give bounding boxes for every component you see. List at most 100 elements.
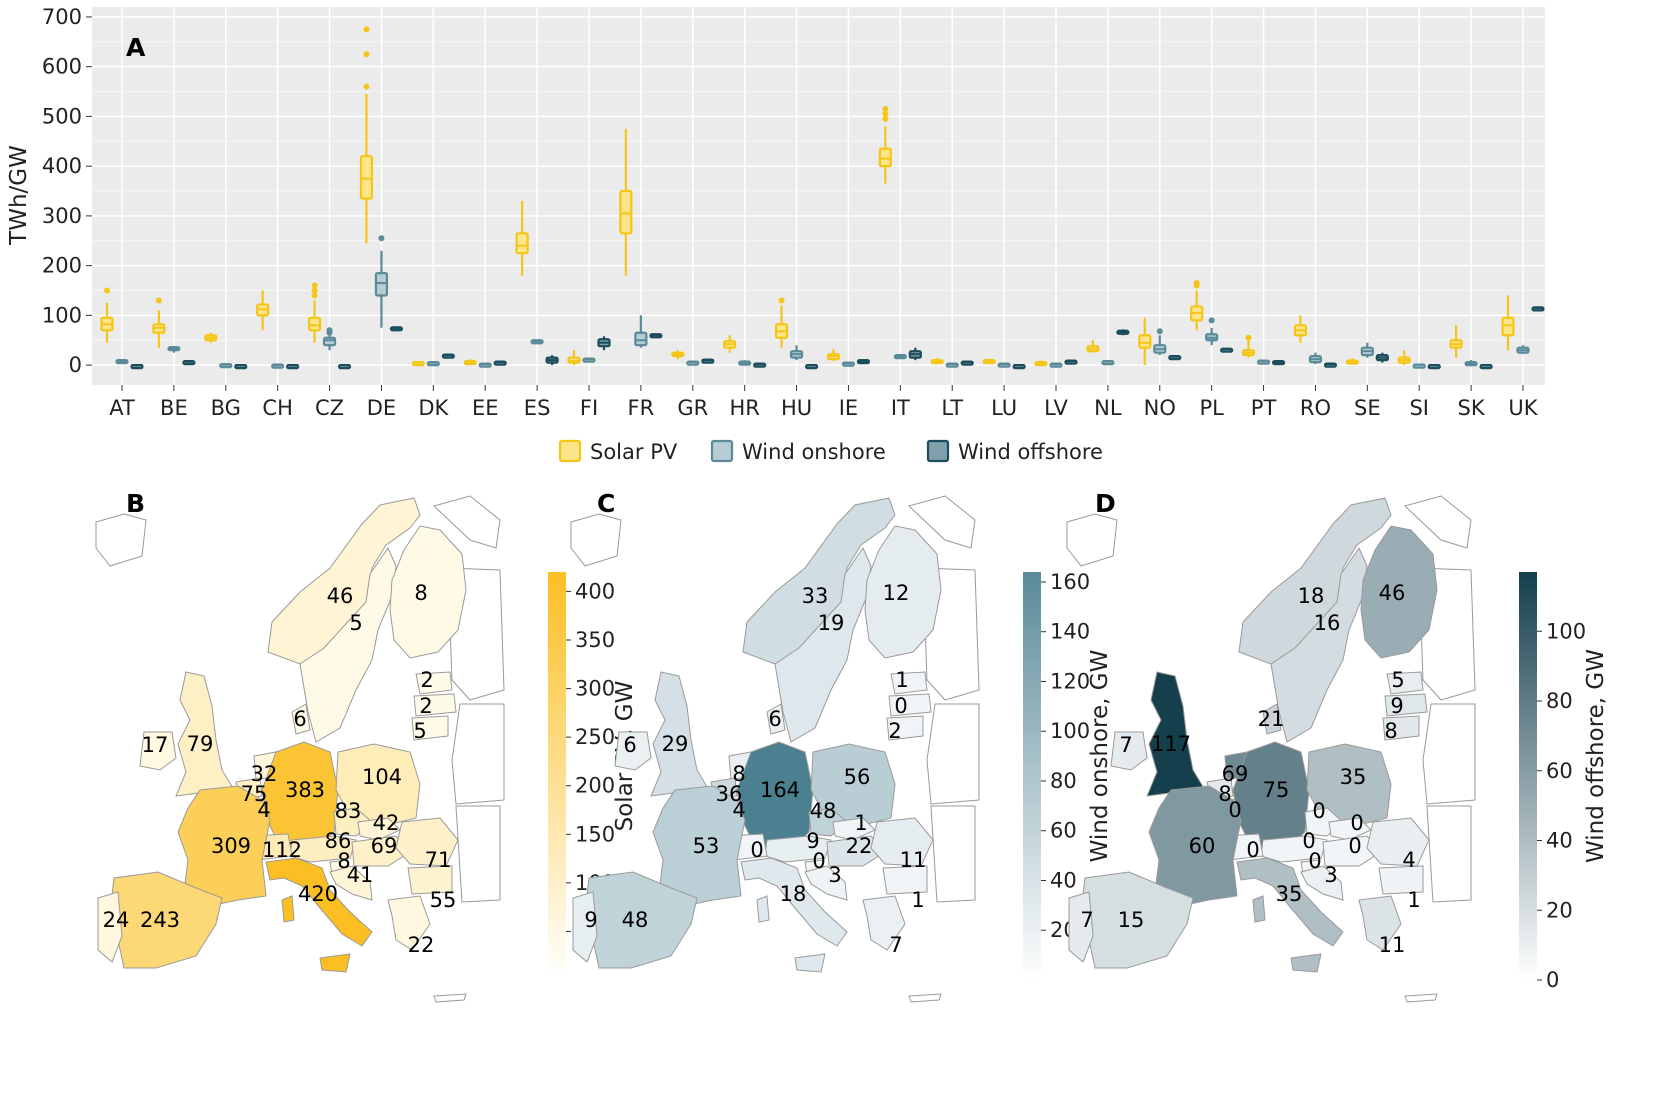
legend-swatch — [710, 439, 734, 463]
map-value-label: 18 — [780, 882, 807, 906]
country-hr — [1300, 865, 1344, 901]
panel-label-c: C — [597, 489, 615, 518]
map-value-label: 41 — [347, 863, 374, 887]
panel-label-b: B — [126, 489, 145, 518]
box-wind-onshore — [893, 354, 907, 360]
box-wind-offshore — [130, 364, 144, 370]
map-value-label: 9 — [1390, 694, 1403, 718]
colorbar-tick-label: 150 — [575, 822, 615, 846]
map-landmass — [1252, 895, 1266, 923]
box-wind-onshore — [1412, 363, 1426, 369]
map-value-label: 15 — [1118, 908, 1145, 932]
map-value-label: 11 — [1379, 933, 1406, 957]
map-value-label: 48 — [622, 908, 649, 932]
country-pt — [97, 891, 123, 963]
colorbar-tick-label: 160 — [1050, 570, 1090, 594]
x-tick-label: IE — [839, 396, 858, 420]
map-landmass — [908, 993, 942, 1003]
outlier-point — [1208, 317, 1215, 324]
country-fr — [1148, 785, 1242, 907]
country-pt — [1068, 891, 1094, 963]
box-solar-pv — [1190, 280, 1204, 331]
box-wind-offshore — [493, 360, 507, 366]
y-tick-label: 500 — [42, 104, 82, 128]
box-wind-offshore — [856, 359, 871, 365]
map-value-label: 0 — [750, 838, 763, 862]
map-landmass — [1066, 513, 1118, 567]
map-value-label: 24 — [103, 908, 130, 932]
outlier-point — [363, 51, 370, 58]
box-solar-pv — [619, 128, 633, 276]
box-wind-offshore — [1271, 360, 1286, 366]
map-landmass — [433, 495, 501, 549]
map-value-label: 56 — [844, 765, 871, 789]
box-solar-pv — [463, 359, 477, 366]
legend-label: Wind onshore — [742, 440, 886, 464]
box-wind-onshore — [997, 362, 1011, 368]
outlier-point — [882, 110, 889, 117]
colorbar-tick-label: 250 — [575, 725, 615, 749]
outlier-point — [882, 115, 889, 122]
map-value-label: 117 — [1151, 732, 1191, 756]
map-value-label: 42 — [373, 811, 400, 835]
outlier-point — [1193, 280, 1200, 287]
country-sk — [357, 817, 401, 841]
map-value-label: 71 — [425, 848, 452, 872]
country-lv — [1384, 693, 1428, 717]
y-tick-label: 400 — [42, 154, 82, 178]
box-wind-onshore — [789, 345, 804, 361]
box-wind-offshore — [1323, 362, 1338, 368]
box-solar-pv — [1086, 340, 1100, 353]
box-wind-onshore — [738, 360, 752, 366]
box-wind-onshore — [1308, 352, 1323, 365]
map-landmass — [451, 703, 505, 805]
map-value-label: 11 — [900, 848, 927, 872]
map-value-label: 22 — [408, 933, 435, 957]
y-tick-label: 300 — [42, 204, 82, 228]
country-ee — [890, 671, 928, 695]
box-solar-pv — [359, 26, 374, 244]
box-solar-pv — [1501, 295, 1515, 351]
plot-background — [92, 7, 1545, 385]
box-solar-pv — [152, 297, 166, 348]
box-solar-pv — [307, 282, 322, 343]
map-value-label: 3 — [1324, 863, 1337, 887]
box-wind-onshore — [530, 339, 544, 345]
box-wind-onshore — [167, 346, 181, 353]
x-tick-label: UK — [1508, 396, 1538, 420]
map-value-label: 7 — [1080, 908, 1093, 932]
map-landmass — [319, 953, 351, 973]
x-tick-label: GR — [677, 396, 708, 420]
country-dk — [291, 703, 311, 735]
country-fr — [652, 785, 746, 907]
box-wind-offshore — [1168, 355, 1182, 361]
box-wind-offshore — [649, 333, 663, 339]
map-value-label: 18 — [1298, 584, 1325, 608]
map-landmass — [756, 895, 770, 923]
box-solar-pv — [826, 349, 841, 362]
map-value-label: 55 — [430, 888, 457, 912]
x-tick-label: DK — [418, 396, 449, 420]
box-solar-pv — [878, 105, 892, 184]
map-landmass — [455, 805, 501, 903]
country-lt — [1382, 715, 1420, 741]
map-value-label: 309 — [211, 834, 251, 858]
country-gr — [387, 895, 431, 951]
colorbar-tick-label: 100 — [1050, 719, 1090, 743]
box-wind-onshore — [841, 361, 856, 367]
box-solar-pv — [100, 287, 114, 343]
x-tick-label: HU — [781, 396, 812, 420]
box-wind-offshore — [1220, 347, 1234, 353]
map-value-label: 0 — [1348, 834, 1361, 858]
map-landmass — [926, 703, 980, 805]
country-bg — [882, 865, 928, 895]
x-tick-label: DE — [367, 396, 396, 420]
map-value-label: 3 — [828, 863, 841, 887]
box-solar-pv — [567, 350, 581, 366]
country-lv — [888, 693, 932, 717]
map-value-label: 8 — [732, 762, 745, 786]
x-tick-label: LU — [991, 396, 1017, 420]
outlier-point — [363, 83, 370, 90]
box-wind-onshore — [1049, 362, 1063, 368]
